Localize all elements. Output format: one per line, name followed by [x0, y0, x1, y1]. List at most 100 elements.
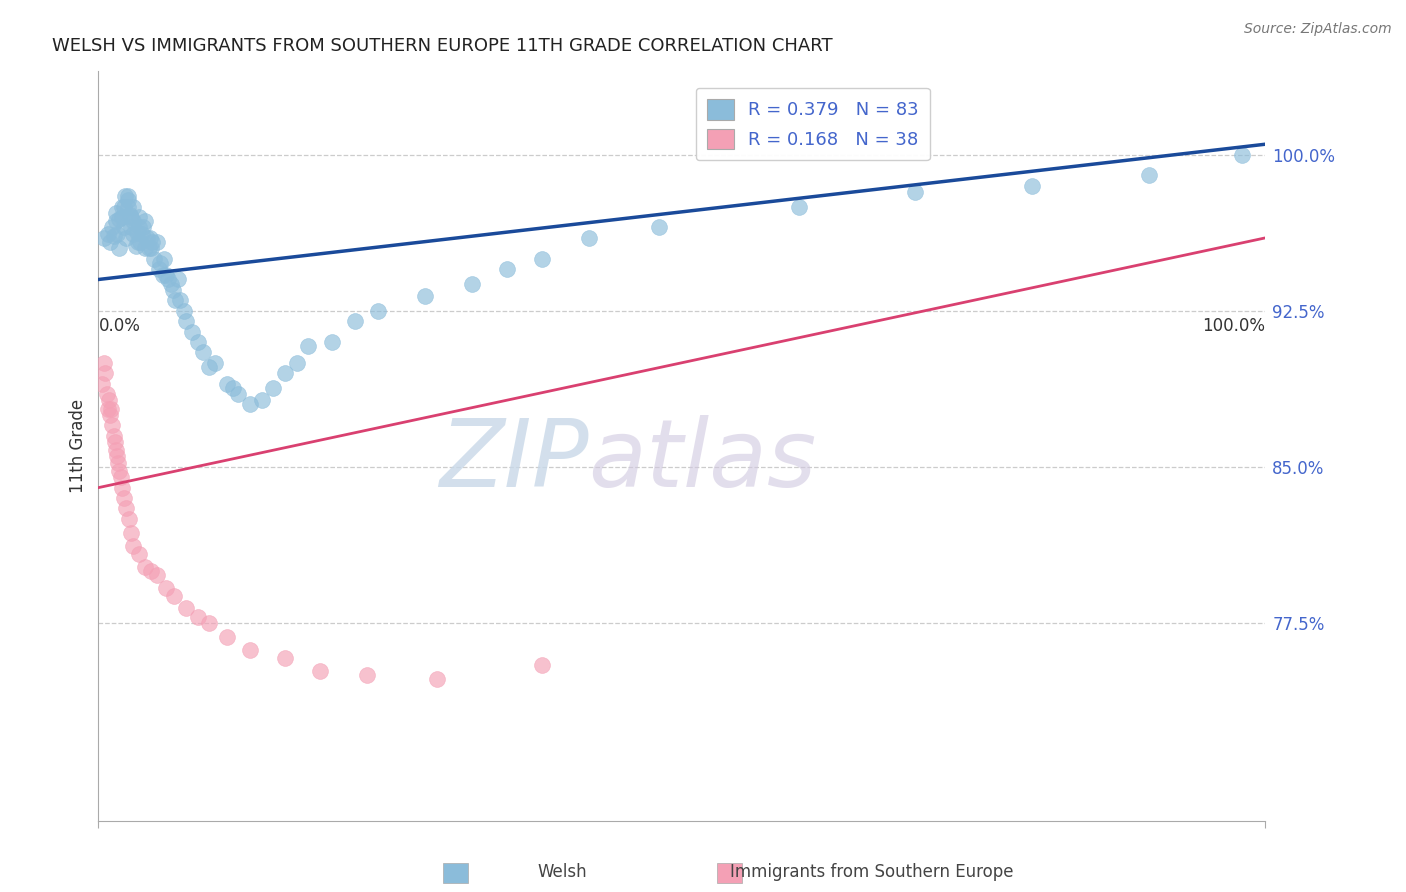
Point [105, 227, 128, 241]
Point [143, 252, 166, 266]
Point [128, 210, 150, 224]
Point [122, 214, 145, 228]
Point [139, 241, 162, 255]
Point [141, 235, 163, 249]
Point [120, 220, 142, 235]
Point [215, 376, 238, 391]
Point [117, 200, 139, 214]
Point [111, 210, 134, 224]
Point [93, 356, 115, 370]
Point [112, 491, 135, 505]
Point [100, 401, 122, 416]
Point [166, 272, 188, 286]
Point [125, 239, 148, 253]
Point [321, 334, 343, 349]
Point [131, 227, 153, 241]
Point [96, 387, 118, 401]
Point [787, 200, 810, 214]
Point [148, 262, 170, 277]
Point [122, 227, 145, 241]
Point [146, 568, 169, 582]
Point [110, 470, 132, 484]
Point [120, 526, 142, 541]
Point [105, 450, 128, 464]
Point [274, 651, 297, 665]
Point [129, 235, 152, 249]
Point [127, 235, 149, 249]
Point [221, 381, 243, 395]
Point [159, 277, 181, 291]
Point [367, 303, 389, 318]
Point [117, 189, 139, 203]
Point [138, 241, 160, 255]
Point [104, 434, 127, 449]
Point [108, 212, 131, 227]
Point [114, 189, 136, 203]
Point [578, 231, 600, 245]
Point [98, 408, 121, 422]
Point [461, 277, 484, 291]
Point [117, 194, 139, 208]
Point [904, 185, 927, 199]
Point [149, 256, 172, 270]
Point [134, 241, 156, 255]
Point [344, 314, 367, 328]
Point [198, 359, 221, 374]
Point [103, 428, 125, 442]
Point [262, 381, 284, 395]
Text: Immigrants from Southern Europe: Immigrants from Southern Europe [730, 863, 1014, 881]
Point [187, 334, 209, 349]
Point [115, 501, 138, 516]
Point [165, 293, 187, 308]
Point [134, 214, 156, 228]
Point [103, 228, 125, 243]
Point [90, 376, 112, 391]
Point [104, 214, 127, 228]
Point [146, 235, 169, 249]
Text: 0.0%: 0.0% [98, 318, 141, 335]
Point [1021, 178, 1043, 193]
Point [128, 220, 150, 235]
Point [169, 293, 191, 308]
Point [93, 231, 115, 245]
Point [198, 615, 221, 630]
Y-axis label: 11th Grade: 11th Grade [69, 399, 87, 493]
Point [107, 456, 129, 470]
Point [125, 225, 148, 239]
Point [173, 303, 195, 318]
Point [157, 272, 180, 286]
Point [112, 220, 135, 235]
Text: ZIP: ZIP [439, 416, 589, 507]
Point [193, 345, 215, 359]
Point [250, 393, 273, 408]
Point [112, 200, 135, 214]
Point [174, 314, 197, 328]
Point [139, 564, 162, 578]
Text: WELSH VS IMMIGRANTS FROM SOUTHERN EUROPE 11TH GRADE CORRELATION CHART: WELSH VS IMMIGRANTS FROM SOUTHERN EUROPE… [52, 37, 832, 54]
Point [122, 539, 145, 553]
Point [162, 283, 184, 297]
Point [530, 657, 553, 672]
Point [108, 464, 131, 478]
Point [115, 231, 138, 245]
Point [139, 231, 162, 245]
Point [97, 401, 120, 416]
Point [356, 668, 378, 682]
Point [104, 443, 127, 458]
Point [122, 200, 145, 214]
Point [97, 393, 120, 408]
Point [104, 206, 127, 220]
Point [101, 418, 124, 433]
Point [180, 325, 202, 339]
Legend: R = 0.379   N = 83, R = 0.168   N = 38: R = 0.379 N = 83, R = 0.168 N = 38 [696, 88, 929, 161]
Point [1230, 147, 1253, 161]
Text: Welsh: Welsh [537, 863, 588, 881]
Point [155, 581, 177, 595]
Text: Source: ZipAtlas.com: Source: ZipAtlas.com [1244, 22, 1392, 37]
Point [155, 268, 177, 283]
Point [132, 220, 155, 235]
Point [134, 559, 156, 574]
Text: atlas: atlas [589, 416, 817, 507]
Point [118, 512, 141, 526]
Point [118, 208, 141, 222]
